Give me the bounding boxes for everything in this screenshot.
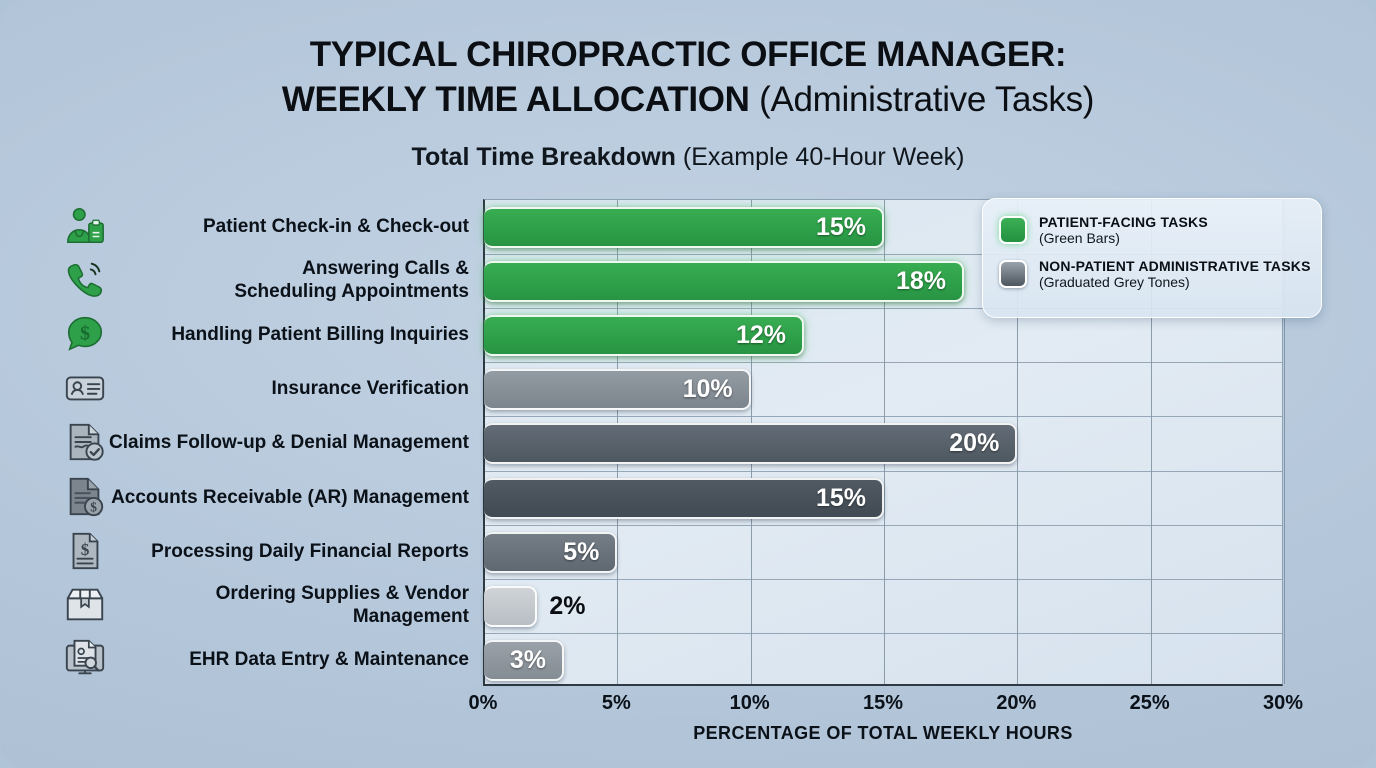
- category-label: Claims Follow-up & Denial Management: [109, 431, 469, 453]
- x-axis-tick-label: 20%: [996, 692, 1037, 714]
- category-label: Processing Daily Financial Reports: [151, 540, 469, 562]
- x-axis-tick-label: 30%: [1262, 692, 1304, 714]
- bar-value-label: 5%: [563, 537, 600, 566]
- document-dollar-icon: $: [62, 474, 108, 520]
- x-axis-tick-label: 5%: [601, 692, 631, 714]
- bar[interactable]: 15%: [484, 477, 884, 519]
- category-label: Handling Patient Billing Inquiries: [171, 323, 469, 345]
- category-row: Patient Check-in & Check-out: [0, 199, 483, 253]
- gridline-horizontal: [485, 471, 1282, 472]
- legend-item[interactable]: PATIENT-FACING TASKS (Green Bars): [999, 214, 1307, 246]
- bar-row: 10%: [484, 362, 1282, 416]
- person-clipboard-icon: [62, 203, 108, 249]
- x-axis-title: PERCENTAGE OF TOTAL WEEKLY HOURS: [693, 723, 1073, 743]
- bar-row: 3%: [484, 633, 1282, 687]
- svg-text:$: $: [90, 499, 97, 514]
- bar-value-label: 20%: [949, 428, 1000, 457]
- bar-value-label: 12%: [735, 320, 786, 349]
- gridline-horizontal: [485, 416, 1282, 417]
- category-label: Accounts Receivable (AR) Management: [111, 486, 469, 508]
- title-line-1: TYPICAL CHIROPRACTIC OFFICE MANAGER:: [0, 32, 1376, 77]
- x-axis-tick-label: 25%: [1129, 692, 1170, 714]
- title-line-2-text: WEEKLY TIME ALLOCATION: [281, 80, 750, 119]
- gridline-vertical: [1150, 200, 1152, 684]
- legend-item-subtitle: (Graduated Grey Tones): [1039, 274, 1190, 290]
- category-row: Insurance Verification: [0, 361, 483, 415]
- x-axis-tick-label: 0%: [468, 692, 498, 714]
- bar-value-label: 10%: [682, 374, 733, 403]
- category-axis: Patient Check-in & Check-out Answering Ca…: [0, 199, 483, 686]
- category-row: $ Handling Patient Billing Inquiries: [0, 307, 483, 361]
- chat-dollar-icon: $: [62, 311, 108, 357]
- box-icon: [62, 582, 108, 628]
- document-check-icon: [62, 419, 108, 465]
- category-row: Claims Follow-up & Denial Management: [0, 415, 483, 469]
- category-row: EHR Data Entry & Maintenance: [0, 632, 483, 686]
- receipt-dollar-icon: $: [62, 528, 108, 574]
- bar[interactable]: 15%: [484, 206, 884, 248]
- bar[interactable]: 2%: [484, 585, 585, 627]
- bar-row: 18%: [484, 254, 1282, 308]
- chart-subtitle: Total Time Breakdown (Example 40-Hour We…: [0, 140, 1376, 174]
- bar-row: 2%: [484, 579, 1282, 633]
- svg-text:$: $: [80, 323, 90, 345]
- bar-value-label: 15%: [815, 212, 866, 241]
- bar[interactable]: 5%: [484, 531, 618, 573]
- category-row: Answering Calls & Scheduling Appointments: [0, 253, 483, 307]
- x-axis-tick-label: 15%: [862, 692, 904, 714]
- gridline-horizontal: [485, 579, 1282, 580]
- gridline-horizontal: [485, 525, 1282, 526]
- subtitle-bold: Total Time Breakdown: [411, 143, 676, 171]
- bar-row: 5%: [484, 525, 1282, 579]
- bar-value-label: 2%: [549, 591, 586, 620]
- category-row: Ordering Supplies & Vendor Management: [0, 578, 483, 632]
- id-card-icon: [62, 365, 108, 411]
- legend-swatch-grey: [999, 260, 1027, 288]
- title-line-2-paren: (Administrative Tasks): [749, 80, 1095, 119]
- category-row: $ Processing Daily Financial Reports: [0, 524, 483, 578]
- legend-item-title: PATIENT-FACING TASKS: [1039, 214, 1208, 230]
- ehr-monitor-icon: [62, 636, 108, 682]
- bar[interactable]: 3%: [484, 639, 564, 681]
- x-axis-tick-label: 10%: [729, 692, 770, 714]
- gridline-horizontal: [485, 308, 1282, 309]
- chart-legend: PATIENT-FACING TASKS (Green Bars) NON-PATI…: [982, 198, 1322, 318]
- svg-text:$: $: [81, 540, 90, 559]
- legend-item[interactable]: NON-PATIENT ADMINISTRATIVE TASKS (Graduat…: [999, 258, 1310, 290]
- category-label: Patient Check-in & Check-out: [202, 215, 469, 237]
- legend-item-subtitle: (Green Bars): [1039, 230, 1120, 246]
- subtitle-paren: (Example 40-Hour Week): [675, 143, 965, 171]
- bar-row: 15%: [484, 200, 1282, 254]
- bar[interactable]: 12%: [484, 314, 804, 356]
- category-label: Insurance Verification: [271, 377, 469, 399]
- bar[interactable]: 18%: [484, 260, 964, 302]
- legend-swatch-green: [999, 216, 1027, 244]
- gridline-horizontal: [485, 254, 1282, 255]
- phone-ringing-icon: [62, 257, 108, 303]
- plot-area: 15% 18% 12% 10% 20% 15% 5% 2% 3%: [483, 199, 1285, 687]
- category-row: $ Accounts Receivable (AR) Management: [0, 470, 483, 524]
- gridline-horizontal: [485, 362, 1282, 363]
- title-line-2: WEEKLY TIME ALLOCATION (Administrative T…: [0, 77, 1376, 122]
- category-label: EHR Data Entry & Maintenance: [189, 648, 469, 670]
- title-line-1-text: TYPICAL CHIROPRACTIC OFFICE MANAGER:: [309, 35, 1067, 74]
- bar-value-label: 18%: [895, 266, 946, 295]
- bar-row: 20%: [484, 416, 1282, 470]
- bar[interactable]: 10%: [484, 368, 751, 410]
- gridline-horizontal: [485, 633, 1282, 634]
- bar[interactable]: 20%: [484, 422, 1018, 464]
- category-label: Ordering Supplies & Vendor Management: [215, 583, 469, 627]
- gridline-vertical: [1017, 200, 1019, 684]
- bar-value-label: 3%: [509, 645, 546, 674]
- legend-item-title: NON-PATIENT ADMINISTRATIVE TASKS: [1039, 258, 1311, 274]
- category-label: Answering Calls & Scheduling Appointments: [234, 258, 469, 302]
- bar-row: 12%: [484, 308, 1282, 362]
- bar-value-label: 15%: [815, 483, 866, 512]
- chart-title-block: TYPICAL CHIROPRACTIC OFFICE MANAGER: WEE…: [0, 32, 1376, 122]
- gridline-vertical: [1284, 200, 1285, 684]
- bar-row: 15%: [484, 471, 1282, 525]
